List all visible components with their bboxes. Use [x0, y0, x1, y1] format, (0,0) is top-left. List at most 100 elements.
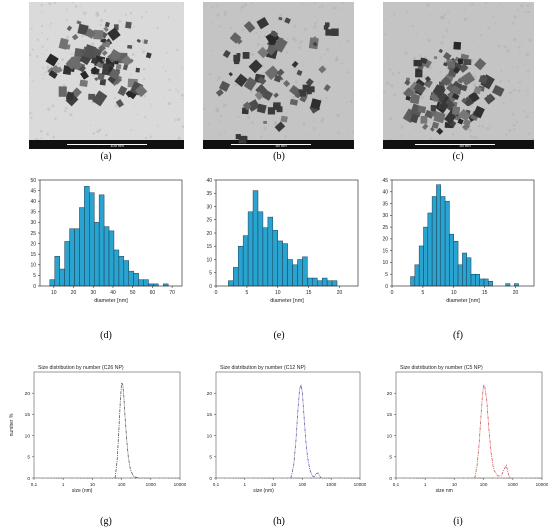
tem-grain — [175, 88, 177, 91]
y-tick-label: 15 — [30, 252, 36, 258]
nanoparticle — [257, 76, 267, 85]
tem-grain — [523, 110, 526, 112]
nanoparticle — [429, 126, 435, 132]
x-tick-label: 0 — [391, 290, 394, 296]
nanoparticle — [419, 57, 428, 65]
tem-grain — [298, 42, 301, 46]
caption-d: (d) — [100, 330, 112, 341]
tem-grain — [505, 133, 508, 136]
tem-grain — [531, 111, 533, 114]
x-tick-label: 0 — [215, 290, 218, 296]
tem-grain — [478, 124, 481, 128]
tem-grain — [211, 22, 214, 25]
x-tick-label: 1 — [424, 482, 427, 487]
tem-grain — [89, 124, 92, 127]
tem-grain — [241, 28, 245, 32]
plot-frame — [215, 371, 361, 479]
tem-grain — [495, 97, 497, 100]
nanoparticle — [486, 95, 492, 101]
histogram-bar — [326, 280, 333, 287]
nanoparticle — [65, 56, 79, 70]
tem-grain — [234, 83, 238, 87]
tem-grain — [70, 52, 73, 55]
tem-grain — [167, 16, 170, 19]
y-tick-label: 5 — [33, 273, 36, 279]
tem-grain — [463, 8, 466, 11]
tem-grain — [336, 55, 339, 58]
nanoparticle — [97, 72, 105, 81]
nanoparticle — [460, 84, 468, 92]
tem-grain — [469, 128, 473, 132]
tem-grain — [411, 24, 415, 28]
histogram-bar — [505, 283, 511, 287]
tem-grain — [233, 45, 235, 48]
tem-grain — [104, 8, 107, 11]
nanoparticle — [432, 84, 446, 97]
tem-grain — [511, 66, 513, 69]
tem-grain — [281, 18, 286, 22]
tem-grain — [388, 7, 391, 10]
tem-grain — [71, 2, 75, 4]
tem-grain — [302, 122, 306, 127]
tem-grain — [263, 126, 267, 131]
tem-grain — [134, 105, 136, 107]
tem-grain — [64, 110, 67, 112]
nanoparticle — [263, 120, 268, 124]
tem-grain — [512, 88, 516, 92]
nanoparticle — [127, 44, 133, 49]
tem-grain — [223, 103, 227, 107]
tem-grain — [256, 42, 261, 47]
nanoparticle — [143, 39, 149, 45]
distribution-curve — [474, 383, 511, 479]
nanoparticle — [461, 97, 467, 104]
histogram-bar — [462, 252, 467, 287]
tem-grain — [286, 27, 288, 29]
histogram-bar — [423, 226, 429, 287]
nanoparticle — [420, 115, 428, 124]
tem-grain — [247, 115, 251, 120]
tem-grain — [130, 73, 133, 75]
histogram-bar — [118, 256, 125, 287]
tem-grain — [420, 95, 424, 99]
tem-grain — [219, 133, 222, 136]
tem-grain — [47, 107, 51, 111]
histogram-bar — [143, 279, 149, 287]
tem-grain — [30, 27, 33, 30]
nanoparticle — [280, 115, 288, 123]
tem-grain — [415, 32, 418, 35]
tem-grain — [98, 14, 100, 16]
nanoparticle — [80, 70, 89, 80]
caption-h: (h) — [273, 516, 285, 527]
x-tick-label: 10 — [275, 290, 281, 296]
nanoparticle — [276, 68, 285, 77]
y-tick-label: 10 — [30, 263, 36, 269]
tem-grain — [223, 13, 227, 17]
tem-grain — [167, 40, 169, 42]
nanoparticle — [433, 55, 438, 60]
tem-grain — [118, 19, 122, 23]
histogram-bar — [138, 279, 144, 287]
nanoparticle — [136, 38, 142, 44]
nanoparticle — [90, 66, 100, 75]
y-tick-label: 15 — [382, 248, 388, 254]
tem-svg-b: 50 nm — [203, 2, 354, 149]
y-tick-label: 10 — [382, 260, 388, 266]
tem-grain — [341, 2, 345, 5]
tem-grain — [224, 14, 227, 17]
histogram-bar — [418, 245, 424, 287]
tem-grain — [215, 107, 218, 110]
y-tick-label: 25 — [206, 218, 212, 224]
tem-grain — [316, 20, 319, 22]
nanoparticle — [93, 29, 104, 40]
tem-grain — [346, 100, 348, 103]
tem-grain — [386, 81, 390, 85]
tem-grain — [250, 90, 253, 94]
nanoparticle — [460, 71, 476, 87]
histogram-bar — [436, 184, 442, 287]
tem-grain — [405, 11, 408, 14]
histogram-bar — [247, 211, 254, 287]
tem-grain — [439, 70, 442, 74]
histogram-bar — [466, 257, 472, 287]
tem-grain — [211, 5, 214, 9]
y-tick-label: 40 — [30, 199, 36, 205]
